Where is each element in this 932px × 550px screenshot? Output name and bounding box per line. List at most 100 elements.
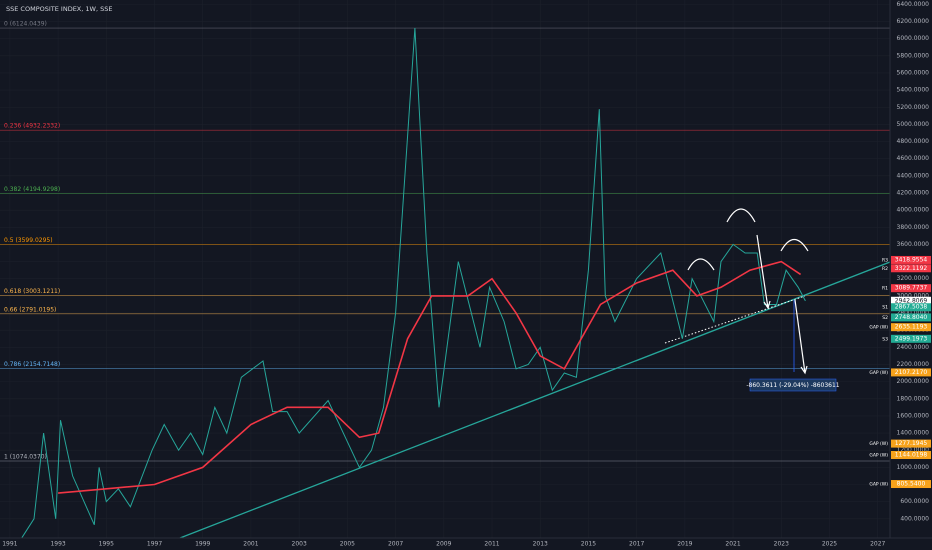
y-tick-label: 4800.0000: [897, 138, 930, 145]
price-tag: [891, 480, 931, 489]
pivot-label: GAP (W): [869, 453, 888, 459]
price-tag-label: 805.5400: [897, 481, 926, 488]
price-tag-label: 1277.1945: [895, 440, 928, 447]
fib-label: 1 (1074.0370): [4, 454, 47, 461]
pivot-label: GAP (W): [869, 482, 888, 488]
y-tick-label: 3800.0000: [897, 224, 930, 231]
x-tick-label: 2027: [870, 541, 885, 548]
pivot-label: GAP (W): [869, 325, 888, 331]
x-tick-label: 1991: [2, 541, 17, 548]
pivot-label: GAP (W): [869, 441, 888, 447]
y-tick-label: 1600.0000: [897, 412, 930, 419]
chart-title: SSE COMPOSITE INDEX, 1W, SSE: [6, 5, 112, 13]
price-tag: [891, 368, 931, 377]
price-tag-label: 2107.2170: [895, 369, 928, 376]
y-tick-label: 5600.0000: [897, 69, 930, 76]
y-tick-label: 3200.0000: [897, 275, 930, 282]
y-tick-label: 5000.0000: [897, 121, 930, 128]
x-tick-label: 1997: [147, 541, 162, 548]
x-tick-label: 1995: [99, 541, 114, 548]
y-tick-label: 1400.0000: [897, 430, 930, 437]
fib-levels: 0 (6124.0439) 0.236 (4932.2332) 0.382 (419…: [0, 21, 890, 462]
pivot-label: R3: [882, 257, 888, 263]
y-tick-label: 1200.0000: [897, 447, 930, 454]
y-tick-label: 2000.0000: [897, 378, 930, 385]
y-tick-label: 4200.0000: [897, 189, 930, 196]
annotation: -860.3611 (-29.04%) -8603611: [746, 382, 839, 389]
x-tick-label: 2013: [533, 541, 548, 548]
shoulder-arc: [780, 238, 809, 252]
pattern: [687, 208, 809, 375]
price-tag-label: 2942.8069: [895, 297, 928, 304]
fib-label: 0.236 (4932.2332): [4, 123, 60, 130]
arrow: [794, 299, 808, 375]
price-tag: [891, 323, 931, 332]
x-tick-label: 2005: [340, 541, 355, 548]
price-tags: 3418.9554 R3 3322.1192 R2 3089.7737 R1 2942.80…: [869, 255, 931, 489]
price-tag: [891, 439, 931, 448]
price-tag: [891, 313, 931, 322]
x-tick-label: 2023: [774, 541, 789, 548]
pivot-label: R1: [882, 286, 888, 292]
pivot-label: S3: [882, 336, 888, 342]
price-tag-label: 3418.9554: [895, 256, 928, 263]
fib-label: 0.382 (4194.9298): [4, 186, 60, 193]
fib-label: 0 (6124.0439): [4, 21, 47, 28]
pivot-label: R2: [882, 266, 888, 272]
y-tick-label: 1800.0000: [897, 395, 930, 402]
x-tick-label: 2021: [725, 541, 740, 548]
x-tick-label: 2011: [484, 541, 499, 548]
y-tick-label: 600.0000: [900, 498, 929, 505]
y-tick-label: 5400.0000: [897, 87, 930, 94]
x-tick-label: 2001: [243, 541, 258, 548]
price-tag: [891, 334, 931, 343]
dotted-line: [664, 295, 806, 344]
shoulder-arc: [687, 258, 715, 271]
price-tag-label: 2748.8040: [895, 314, 928, 321]
price-tag: [891, 284, 931, 293]
pivot-label: S1: [882, 305, 888, 311]
y-tick-label: 4600.0000: [897, 155, 930, 162]
x-tick-label: 2015: [581, 541, 596, 548]
y-tick-label: 5200.0000: [897, 104, 930, 111]
price-tag: [891, 255, 931, 264]
price-tag-label: 2867.5038: [895, 304, 928, 311]
y-tick-label: 400.0000: [900, 515, 929, 522]
x-tick-label: 2019: [677, 541, 692, 548]
fib-label: 0.786 (2154.7148): [4, 361, 60, 368]
y-tick-label: 4000.0000: [897, 207, 930, 214]
price-tag-label: 3322.1192: [895, 265, 928, 272]
y-tick-label: 4400.0000: [897, 172, 930, 179]
arrow: [756, 234, 771, 310]
y-tick-label: 3000.0000: [897, 292, 930, 299]
price-tag: [891, 264, 931, 273]
y-tick-label: 2800.0000: [897, 310, 930, 317]
series-line: [58, 260, 802, 494]
price-tag-label: 1144.0198: [895, 452, 928, 459]
price-tag-label: 2635.1193: [895, 324, 928, 331]
y-tick-label: 1000.0000: [897, 464, 930, 471]
annotation-box: [749, 378, 837, 392]
y-tick-label: 3600.0000: [897, 241, 930, 248]
x-tick-label: 2017: [629, 541, 644, 548]
fib-label: 0.66 (2791.0195): [4, 306, 56, 313]
y-tick-label: 2200.0000: [897, 361, 930, 368]
pivot-label: S2: [882, 315, 888, 321]
x-tick-label: 1993: [50, 541, 65, 548]
x-tick-label: 2025: [822, 541, 837, 548]
price-tag-label: 3089.7737: [895, 285, 928, 292]
y-tick-label: 6200.0000: [897, 18, 930, 25]
x-tick-label: 1999: [195, 541, 210, 548]
x-tick-label: 2009: [436, 541, 451, 548]
price-tag: [891, 303, 931, 312]
price-tag: [891, 451, 931, 460]
y-tick-label: 6400.0000: [897, 1, 930, 8]
pivot-label: GAP (W): [869, 370, 888, 376]
series-line: [21, 27, 806, 538]
y-tick-label: 2400.0000: [897, 344, 930, 351]
x-tick-label: 2007: [388, 541, 403, 548]
y-tick-label: 5800.0000: [897, 52, 930, 59]
y-tick-label: 6000.0000: [897, 35, 930, 42]
